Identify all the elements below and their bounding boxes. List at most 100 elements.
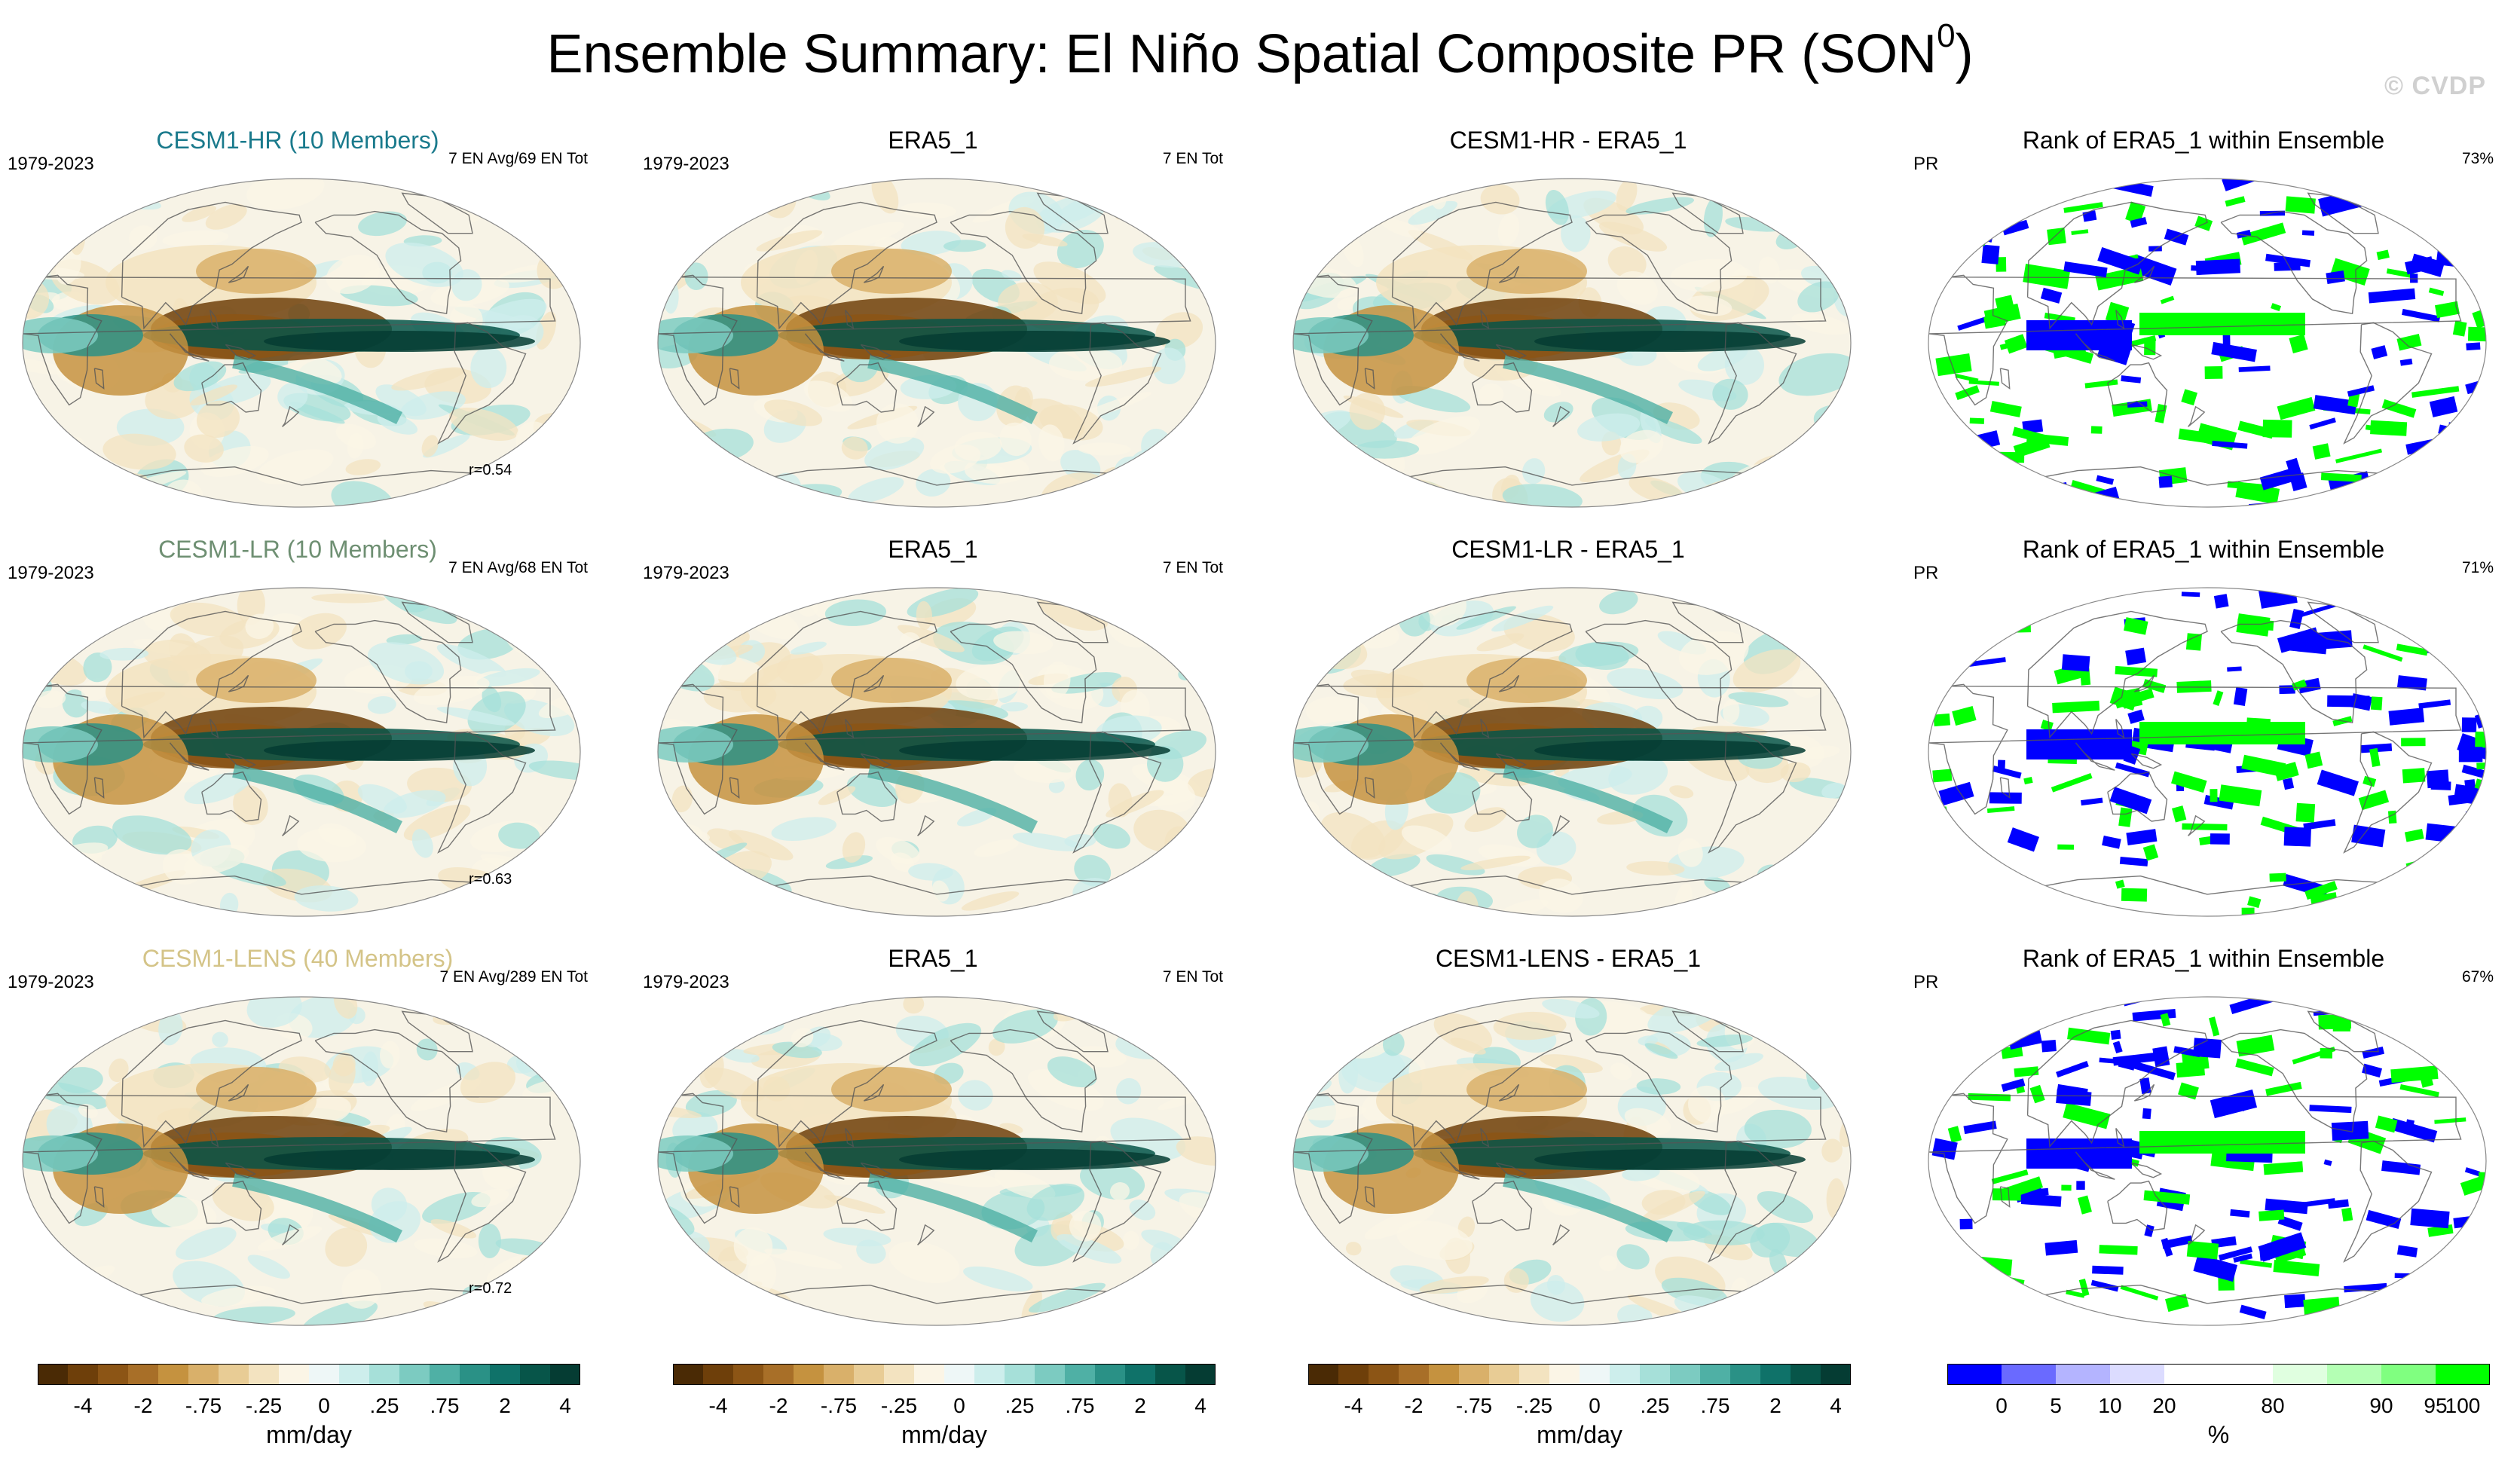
rank-block	[2063, 261, 2108, 278]
rank-block	[2259, 1209, 2285, 1221]
coastline	[1391, 201, 1573, 330]
rank-block	[2040, 720, 2054, 732]
rank-block	[2096, 475, 2115, 485]
anomaly-patch	[1084, 366, 1162, 387]
anomaly-patch	[470, 347, 507, 389]
colorbar-tick-label: -.75	[820, 1394, 858, 1417]
rank-block	[1930, 1059, 1940, 1076]
rank-block	[2381, 1160, 2421, 1175]
colorbar-tick-label: -.25	[245, 1394, 283, 1417]
rank-block	[2428, 287, 2445, 296]
colorbar-tick-label: 10	[2098, 1394, 2122, 1417]
rank-block	[2142, 679, 2167, 693]
colorbar-swatch	[974, 1364, 1005, 1385]
rank-block	[2465, 827, 2486, 836]
rank-block	[2405, 1119, 2415, 1127]
coastline	[1495, 753, 1528, 769]
coastline	[1364, 368, 1375, 390]
anomaly-patch	[383, 790, 446, 818]
event-count: 7 EN Avg/68 EN Tot	[448, 559, 588, 576]
rank-block	[2057, 1083, 2088, 1097]
rank-block	[2211, 341, 2257, 362]
anomaly-patch	[1636, 1078, 1681, 1095]
anomaly-patch	[1669, 785, 1694, 799]
anomaly-patch	[1074, 854, 1112, 887]
colorbar-ticks: -4 -2 -.75 -.25 0 .25 .75 2 4	[1308, 1394, 1851, 1418]
rank-block	[2386, 268, 2415, 279]
rank-block	[1968, 1093, 2011, 1102]
rank-block	[2439, 503, 2459, 507]
anomaly-patch	[1299, 206, 1354, 239]
anomaly-patch	[82, 185, 162, 210]
colorbar-frame	[1308, 1364, 1851, 1385]
anomaly-patch	[1522, 458, 1546, 484]
rank-block	[2026, 729, 2132, 759]
coastline	[1472, 362, 1533, 413]
anomaly-patch	[32, 1292, 79, 1325]
anomaly-patch	[1302, 1105, 1367, 1120]
anomaly-patch	[1644, 417, 1702, 445]
coastline	[2133, 1083, 2155, 1102]
anomaly-patch	[547, 430, 580, 448]
rank-block	[2292, 1047, 2336, 1065]
rank-block	[1984, 1019, 2011, 1038]
rank-block	[2102, 835, 2121, 849]
colorbar-swatch	[824, 1364, 855, 1385]
rank-block	[2455, 204, 2486, 225]
coastline	[1072, 322, 1162, 445]
rank-block	[2227, 666, 2242, 672]
rank-block	[2363, 599, 2404, 616]
anomaly-patch	[1012, 832, 1083, 851]
rank-block	[2399, 358, 2413, 366]
rank-block	[2418, 699, 2451, 709]
anomaly-patch	[436, 707, 515, 726]
colorbar-swatch	[279, 1364, 310, 1385]
rank-block	[2432, 912, 2465, 916]
colorbar-swatch	[309, 1364, 340, 1385]
coastline	[756, 610, 937, 739]
anomaly-patch	[848, 477, 904, 504]
coastline	[836, 1180, 898, 1231]
rank-block	[2023, 263, 2071, 289]
colorbar-swatch	[430, 1364, 460, 1385]
anomaly-patch	[728, 830, 794, 860]
colorbar-swatch	[1065, 1364, 1096, 1385]
rank-block	[2259, 469, 2293, 491]
anomaly-patch	[1778, 353, 1851, 396]
rank-block	[2284, 1294, 2306, 1309]
coastline	[282, 814, 300, 836]
anomaly-patch	[162, 230, 229, 247]
anomaly-patch	[78, 1104, 98, 1119]
rank-block	[2218, 1246, 2253, 1261]
coastline	[658, 683, 1191, 815]
coastline	[282, 1224, 300, 1245]
colorbar-tick-label: 0	[953, 1394, 965, 1417]
rank-block	[2269, 873, 2286, 882]
anomaly-band	[1293, 726, 1369, 763]
anomaly-patch	[23, 201, 50, 225]
coastline	[845, 718, 855, 739]
coastline	[1552, 1224, 1570, 1245]
rank-block	[2023, 776, 2033, 785]
anomaly-patch	[151, 1197, 217, 1230]
coastline	[756, 1019, 937, 1148]
colorbar-swatch	[2436, 1364, 2490, 1385]
anomaly-patch	[658, 854, 718, 897]
anomaly-band	[196, 1067, 317, 1112]
anomaly-patch	[1530, 1280, 1585, 1322]
rank-block	[2052, 700, 2100, 714]
coastline	[123, 875, 489, 895]
anomaly-patch	[830, 222, 904, 251]
coastline	[729, 777, 740, 799]
rank-block	[1938, 1030, 1971, 1050]
rank-block	[2457, 498, 2486, 507]
rank-block	[2419, 1015, 2457, 1035]
colorbar-swatch	[399, 1364, 430, 1385]
anomaly-patch	[1152, 347, 1186, 384]
rank-block	[2366, 886, 2408, 905]
anomaly-patch	[1122, 1230, 1139, 1251]
anomaly-patch	[686, 188, 726, 215]
rank-block	[2454, 1311, 2486, 1325]
coastline	[1552, 405, 1570, 427]
coastline	[2026, 610, 2208, 739]
